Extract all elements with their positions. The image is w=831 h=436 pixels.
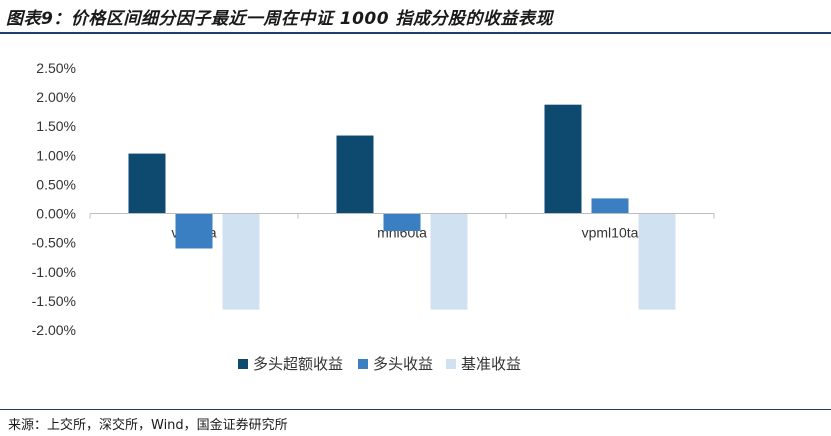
legend-swatch: [446, 359, 456, 369]
legend-label: 基准收益: [461, 355, 521, 373]
y-tick-label: -1.00%: [32, 264, 76, 280]
y-tick-label: -2.00%: [32, 322, 76, 338]
bar-long-return: [591, 198, 629, 214]
bar-benchmark-return: [222, 213, 260, 310]
bar-long-return: [383, 213, 421, 232]
y-tick-label: -1.50%: [32, 293, 76, 309]
y-tick-label: 2.00%: [36, 89, 76, 105]
bar-excess-return: [544, 104, 582, 214]
legend-label: 多头超额收益: [253, 355, 343, 373]
y-tick-label: 1.00%: [36, 147, 76, 163]
y-tick-label: 0.00%: [36, 206, 76, 222]
bar-chart: 2.50% 2.00% 1.50% 1.00% 0.50% 0.00% -0.50% -1.0…: [32, 60, 715, 373]
bar-excess-return: [336, 135, 374, 214]
x-category-label: vpml10ta: [582, 225, 639, 241]
chart-title: 图表9：价格区间细分因子最近一周在中证 1000 指成分股的收益表现: [6, 9, 553, 29]
y-tick-label: -0.50%: [32, 235, 76, 251]
bar-long-return: [175, 213, 213, 249]
y-tick-label: 2.50%: [36, 60, 76, 76]
title-divider: [0, 32, 831, 34]
source-note: 来源：上交所，深交所，Wind，国金证券研究所: [8, 418, 288, 433]
bar-excess-return: [128, 153, 166, 214]
legend-swatch: [238, 359, 248, 369]
bar-benchmark-return: [638, 213, 676, 310]
bar-benchmark-return: [430, 213, 468, 310]
legend-swatch: [358, 359, 368, 369]
y-tick-label: 0.50%: [36, 176, 76, 192]
legend-label: 多头收益: [373, 355, 433, 373]
y-tick-label: 1.50%: [36, 118, 76, 134]
footer-divider: [0, 409, 831, 410]
